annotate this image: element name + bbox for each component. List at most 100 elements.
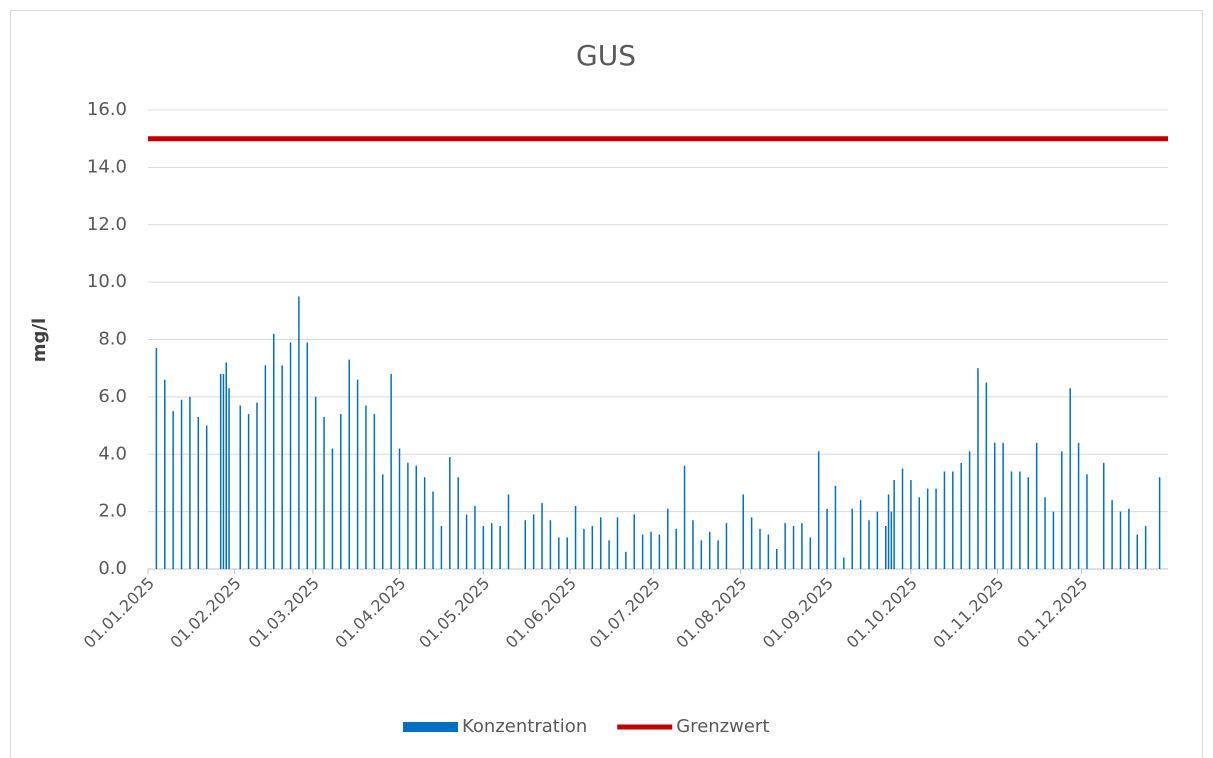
bar [1061, 451, 1063, 569]
y-tick-label: 16.0 [87, 99, 127, 120]
bar [1035, 442, 1038, 569]
bar [189, 396, 191, 569]
y-tick-label: 14.0 [87, 156, 127, 177]
legend-swatch [403, 722, 458, 732]
bar [834, 485, 837, 569]
bar [859, 500, 862, 569]
bar [608, 540, 610, 569]
bar [407, 462, 409, 569]
bar [599, 517, 602, 569]
bar [887, 494, 890, 569]
bar [926, 488, 929, 569]
bar [776, 548, 778, 569]
bar [759, 528, 761, 569]
bar [968, 451, 971, 569]
bar [1111, 500, 1113, 569]
bar [1002, 442, 1004, 569]
bar [1069, 388, 1071, 569]
bar [742, 494, 744, 569]
bar [717, 540, 719, 569]
bar [993, 442, 996, 569]
bar [365, 405, 367, 569]
y-tick-label: 2.0 [98, 501, 127, 522]
bar [985, 382, 988, 569]
bar [524, 520, 527, 569]
bar [591, 525, 594, 569]
bar [876, 511, 879, 569]
bar [792, 525, 795, 569]
bar [1119, 511, 1122, 569]
bar [306, 342, 309, 569]
y-tick-label: 10.0 [87, 271, 127, 292]
bar [817, 451, 820, 569]
bar [532, 514, 535, 569]
y-tick-label: 8.0 [98, 329, 127, 350]
bar [219, 373, 222, 569]
bar [1102, 462, 1105, 569]
bar [1136, 534, 1139, 569]
bar [499, 525, 501, 569]
bar [801, 523, 803, 569]
bar [910, 480, 912, 569]
bar [264, 365, 267, 569]
bar [641, 534, 644, 569]
bar [574, 505, 577, 569]
bar [1027, 477, 1030, 569]
chart-border [10, 10, 1203, 758]
bar [281, 365, 283, 569]
bar [432, 491, 434, 569]
bar [197, 416, 200, 569]
bar [507, 494, 510, 569]
bar [960, 462, 962, 569]
bar [943, 471, 946, 569]
bar [415, 465, 418, 569]
bar [1052, 511, 1055, 569]
bar [583, 528, 585, 569]
bar [440, 525, 443, 569]
chart-title: GUS [576, 39, 636, 72]
bar [340, 414, 342, 569]
bar [708, 531, 711, 569]
bar [180, 399, 183, 569]
y-tick-label: 4.0 [98, 443, 127, 464]
bar [225, 362, 227, 569]
bar [490, 523, 493, 569]
bar [901, 468, 904, 569]
bar [549, 520, 552, 569]
y-tick-label: 12.0 [87, 214, 127, 235]
bar [247, 414, 250, 569]
bar [667, 508, 669, 569]
bar [273, 333, 275, 569]
bar [809, 537, 812, 569]
bar [826, 508, 828, 569]
bar [893, 480, 895, 569]
bar [331, 448, 334, 569]
bar [1086, 474, 1088, 569]
bar [205, 425, 208, 569]
bar [566, 537, 568, 569]
bar [457, 477, 459, 569]
bar [558, 537, 560, 569]
bar [314, 396, 317, 569]
y-tick-label: 0.0 [98, 558, 127, 579]
bar [482, 525, 485, 569]
bar [633, 514, 635, 569]
legend-label: Konzentration [462, 716, 587, 737]
bar [918, 497, 921, 569]
bar [977, 368, 979, 569]
bar [700, 540, 703, 569]
bar [222, 373, 225, 569]
bar [541, 503, 543, 569]
y-tick-label: 6.0 [98, 386, 127, 407]
legend-label: Grenzwert [676, 716, 769, 737]
bar [675, 528, 677, 569]
bar [398, 448, 401, 569]
bar [868, 520, 870, 569]
bar [1158, 477, 1161, 569]
bar [423, 477, 426, 569]
bar [298, 296, 300, 569]
bar [725, 523, 728, 569]
y-axis-label: mg/l [29, 318, 50, 362]
bar [692, 520, 694, 569]
